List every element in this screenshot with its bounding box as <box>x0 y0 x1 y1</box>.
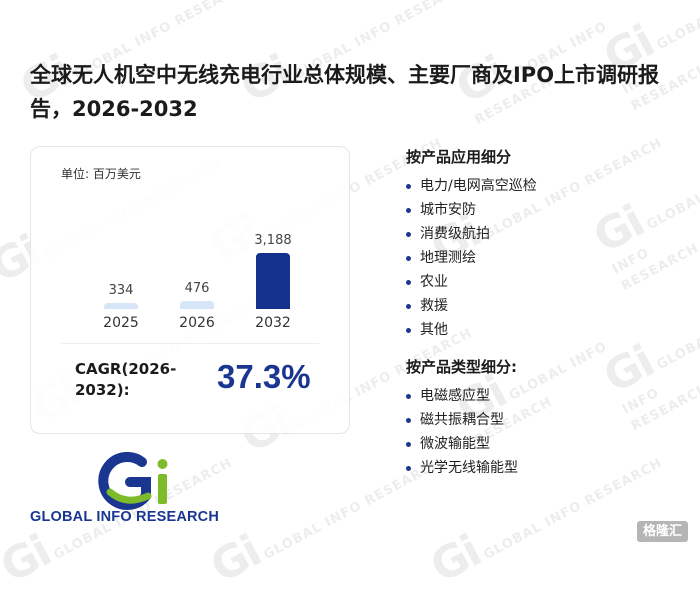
bar-category-label: 2026 <box>179 315 215 331</box>
logo-text: GLOBAL INFO RESEARCH <box>30 509 220 525</box>
type-item: 光学无线输能型 <box>406 456 676 480</box>
bar-2025 <box>104 303 138 309</box>
bar-value-label: 334 <box>108 283 134 298</box>
bar-2026 <box>180 301 214 309</box>
watermark-logo-icon: Gi <box>202 525 269 593</box>
application-item: 消费级航拍 <box>406 222 676 246</box>
bar-category-label: 2032 <box>255 315 291 331</box>
unit-label: 单位: 百万美元 <box>61 167 141 181</box>
type-section-title: 按产品类型细分: <box>406 358 517 376</box>
type-item: 电磁感应型 <box>406 384 676 408</box>
segmentation-panel: 按产品应用细分 电力/电网高空巡检 城市安防 消费级航拍 地理测绘 农业 救援 其他 按产品… <box>406 146 676 480</box>
market-size-bar-chart: 334 2025 476 2026 3,188 2032 <box>31 147 351 347</box>
market-size-card: 单位: 百万美元 334 2025 476 2026 3,188 2032 CAGR(20… <box>30 146 350 434</box>
application-item: 城市安防 <box>406 198 676 222</box>
cagr-label: CAGR(2026-2032): <box>75 360 177 399</box>
application-item: 电力/电网高空巡检 <box>406 174 676 198</box>
type-list: 电磁感应型 磁共振耦合型 微波输能型 光学无线输能型 <box>406 384 676 480</box>
bar-value-label: 3,188 <box>254 233 292 248</box>
cagr-value: 37.3% <box>217 358 311 395</box>
application-item: 地理测绘 <box>406 246 676 270</box>
application-item: 农业 <box>406 270 676 294</box>
gi-logo-icon <box>98 452 168 510</box>
page-title: 全球无人机空中无线充电行业总体规模、主要厂商及IPO上市调研报告，2026-20… <box>30 63 660 121</box>
application-item: 其他 <box>406 318 676 342</box>
bar-value-label: 476 <box>184 281 210 296</box>
type-item: 磁共振耦合型 <box>406 408 676 432</box>
type-item: 微波输能型 <box>406 432 676 456</box>
watermark-logo-icon: Gi <box>0 525 59 593</box>
watermark-logo-icon: Gi <box>422 525 489 593</box>
bar-category-label: 2025 <box>103 315 139 331</box>
global-info-research-logo: GLOBAL INFO RESEARCH <box>30 452 270 532</box>
source-badge: 格隆汇 <box>636 521 688 542</box>
card-divider <box>61 343 319 344</box>
application-list: 电力/电网高空巡检 城市安防 消费级航拍 地理测绘 农业 救援 其他 <box>406 174 676 342</box>
application-item: 救援 <box>406 294 676 318</box>
bar-2032 <box>256 253 290 309</box>
application-section-title: 按产品应用细分 <box>406 148 512 166</box>
